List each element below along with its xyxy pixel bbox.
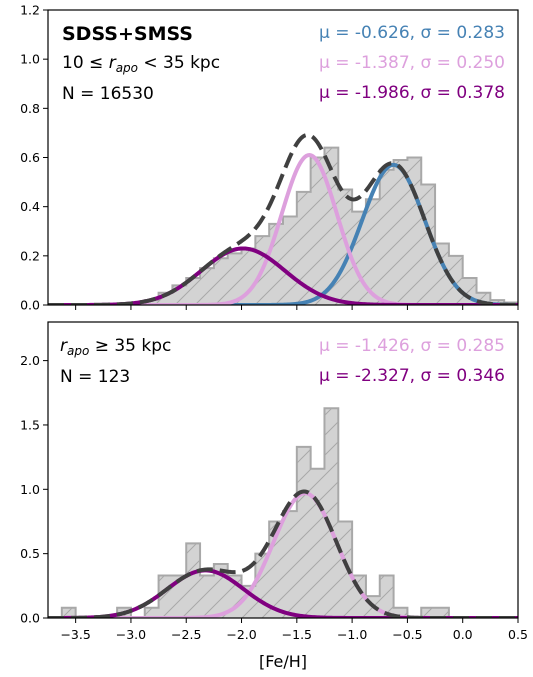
x-axis-label: [Fe/H] [259,652,307,671]
bot-x-tick-label: −2.0 [226,627,256,642]
bot-x-tick-label: −0.5 [392,627,422,642]
top-title: SDSS+SMSS [62,23,193,45]
bot-x-tick-label: −2.5 [171,627,201,642]
bot-y-tick-label: 1.5 [20,417,40,432]
bottom-x-axis-ticks: −3.5 −3.0 −2.5 −2.0 −1.5 −1.0 −0.5 0.0 0.5 [60,618,528,642]
bottom-y-axis-ticks: 0.0 0.5 1.0 1.5 2.0 [20,353,48,626]
top-histogram-hatch [48,147,518,305]
top-subtitle: 10 ≤ rapo < 35 kpc [62,53,220,75]
top-y-tick-label: 0.0 [20,298,40,313]
top-y-tick-label: 1.2 [20,3,40,18]
top-component-1-label: μ = -0.626, σ = 0.283 [319,23,505,43]
bottom-count-label: N = 123 [60,367,130,387]
bot-x-tick-label: −1.0 [337,627,367,642]
bottom-subtitle: rapo ≥ 35 kpc [60,336,171,358]
top-count-label: N = 16530 [62,84,154,104]
top-panel: 0.0 0.2 0.4 0.6 0.8 1.0 1.2 SDSS+SMSS 10 ≤ rap… [20,3,519,313]
bot-y-tick-label: 1.0 [20,482,40,497]
top-y-tick-label: 0.6 [20,150,40,165]
bot-y-tick-label: 0.0 [20,611,40,626]
top-y-tick-label: 0.4 [20,199,40,214]
bottom-panel: 0.0 0.5 1.0 1.5 2.0 −3.5 −3.0 −2.5 −2.0 −1.5 −1.0… [20,321,528,642]
bottom-component-2-label: μ = -2.327, σ = 0.346 [319,366,505,386]
bot-x-tick-label: −3.5 [60,627,90,642]
top-component-curve-2 [48,153,518,305]
bot-x-tick-label: 0.0 [453,627,473,642]
bot-y-tick-label: 0.5 [20,546,40,561]
top-component-3-label: μ = -1.986, σ = 0.378 [319,83,505,103]
top-y-tick-label: 0.8 [20,101,40,116]
bot-x-tick-label: 0.5 [508,627,528,642]
bot-x-tick-label: −1.5 [282,627,312,642]
top-y-tick-label: 1.0 [20,52,40,67]
top-total-fit-curve [48,132,518,305]
top-y-tick-label: 0.2 [20,248,40,263]
bot-x-tick-label: −3.0 [116,627,146,642]
bottom-component-1-label: μ = -1.426, σ = 0.285 [319,336,505,356]
top-component-2-label: μ = -1.387, σ = 0.250 [319,53,505,73]
bot-y-tick-label: 2.0 [20,353,40,368]
top-x-axis-ticks [75,305,519,310]
top-y-axis-ticks: 0.0 0.2 0.4 0.6 0.8 1.0 1.2 [20,3,48,313]
